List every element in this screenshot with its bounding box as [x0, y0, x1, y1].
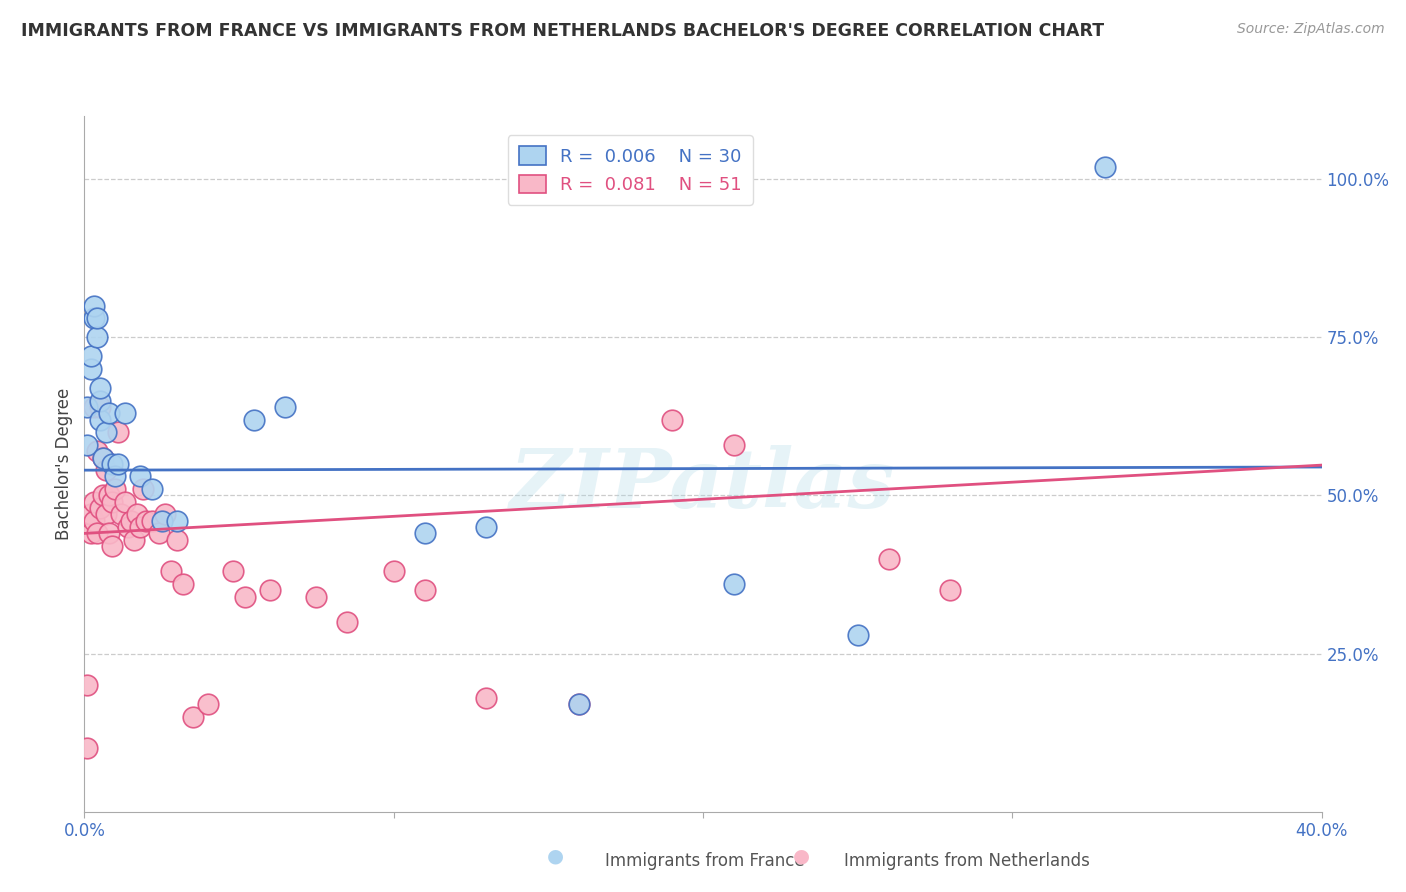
Point	[475, 520, 498, 534]
Point	[568, 697, 591, 711]
Text: Immigrants from Netherlands: Immigrants from Netherlands	[844, 852, 1090, 870]
Point	[104, 469, 127, 483]
Point	[259, 583, 281, 598]
Point	[129, 520, 152, 534]
Point	[107, 457, 129, 471]
Text: IMMIGRANTS FROM FRANCE VS IMMIGRANTS FROM NETHERLANDS BACHELOR'S DEGREE CORRELAT: IMMIGRANTS FROM FRANCE VS IMMIGRANTS FRO…	[21, 22, 1104, 40]
Point	[117, 520, 139, 534]
Point	[89, 501, 111, 516]
Point	[166, 533, 188, 547]
Point	[98, 488, 121, 502]
Point	[877, 551, 900, 566]
Point	[661, 412, 683, 426]
Point	[101, 495, 124, 509]
Point	[86, 526, 108, 541]
Point	[83, 299, 105, 313]
Point	[125, 508, 148, 522]
Point	[89, 381, 111, 395]
Point	[568, 697, 591, 711]
Point	[846, 627, 869, 641]
Point	[79, 526, 101, 541]
Point	[114, 406, 136, 420]
Point	[76, 678, 98, 692]
Point	[83, 400, 105, 414]
Point	[723, 438, 745, 452]
Point	[114, 495, 136, 509]
Point	[181, 710, 204, 724]
Point	[274, 400, 297, 414]
Point	[160, 565, 183, 579]
Point	[89, 400, 111, 414]
Point	[132, 482, 155, 496]
Point	[166, 514, 188, 528]
Point	[79, 362, 101, 376]
Point	[76, 741, 98, 756]
Point	[233, 590, 256, 604]
Point	[91, 488, 114, 502]
Y-axis label: Bachelor's Degree: Bachelor's Degree	[55, 388, 73, 540]
Point	[939, 583, 962, 598]
Point	[79, 349, 101, 363]
Point	[413, 583, 436, 598]
Point	[172, 577, 194, 591]
Point	[101, 539, 124, 553]
Point	[86, 311, 108, 326]
Text: ●: ●	[547, 847, 564, 865]
Point	[336, 615, 359, 629]
Point	[76, 438, 98, 452]
Point	[98, 526, 121, 541]
Point	[86, 330, 108, 344]
Point	[129, 469, 152, 483]
Point	[76, 400, 98, 414]
Point	[222, 565, 245, 579]
Text: Immigrants from France: Immigrants from France	[605, 852, 804, 870]
Point	[413, 526, 436, 541]
Point	[148, 526, 170, 541]
Text: ●: ●	[793, 847, 810, 865]
Point	[89, 412, 111, 426]
Point	[79, 508, 101, 522]
Point	[723, 577, 745, 591]
Point	[89, 393, 111, 408]
Point	[94, 425, 117, 440]
Point	[86, 444, 108, 458]
Point	[94, 508, 117, 522]
Point	[98, 406, 121, 420]
Text: Source: ZipAtlas.com: Source: ZipAtlas.com	[1237, 22, 1385, 37]
Point	[94, 463, 117, 477]
Legend: R =  0.006    N = 30, R =  0.081    N = 51: R = 0.006 N = 30, R = 0.081 N = 51	[508, 136, 752, 205]
Point	[382, 565, 405, 579]
Point	[197, 697, 219, 711]
Text: ZIPatlas: ZIPatlas	[510, 445, 896, 524]
Point	[101, 457, 124, 471]
Point	[83, 514, 105, 528]
Point	[135, 514, 157, 528]
Point	[120, 514, 142, 528]
Point	[83, 495, 105, 509]
Point	[141, 482, 163, 496]
Point	[305, 590, 328, 604]
Point	[104, 482, 127, 496]
Point	[91, 450, 114, 465]
Point	[91, 450, 114, 465]
Point	[475, 690, 498, 705]
Point	[83, 311, 105, 326]
Point	[243, 412, 266, 426]
Point	[150, 514, 173, 528]
Point	[122, 533, 145, 547]
Point	[110, 508, 132, 522]
Point	[141, 514, 163, 528]
Point	[1094, 160, 1116, 174]
Point	[107, 425, 129, 440]
Point	[153, 508, 176, 522]
